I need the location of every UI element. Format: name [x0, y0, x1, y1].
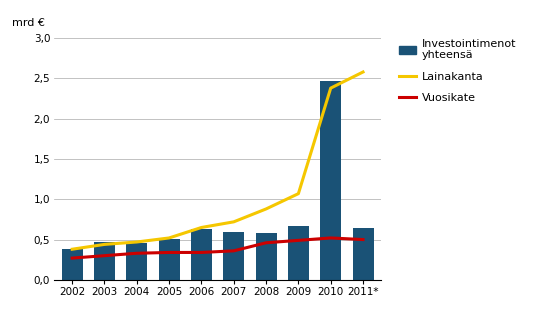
Bar	[353, 228, 374, 280]
Text: mrd €: mrd €	[12, 18, 45, 29]
Bar	[288, 226, 309, 280]
Legend: Investointimenot
yhteensä, Lainakanta, Vuosikate: Investointimenot yhteensä, Lainakanta, V…	[399, 39, 516, 103]
Bar	[159, 239, 180, 280]
Bar	[320, 81, 341, 280]
Bar	[191, 229, 212, 280]
Bar	[126, 243, 147, 280]
Bar	[256, 233, 276, 280]
Bar	[61, 249, 83, 280]
Bar	[223, 232, 244, 280]
Bar	[94, 242, 115, 280]
